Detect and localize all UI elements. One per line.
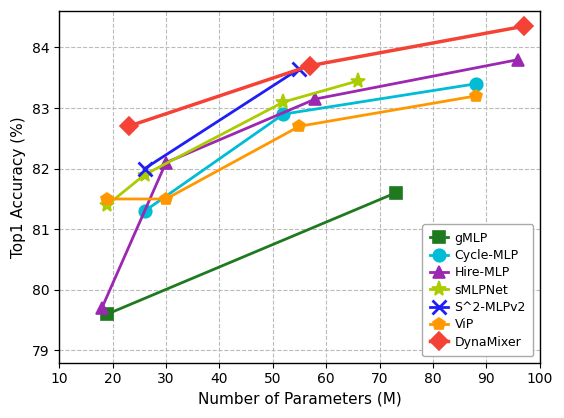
Line: sMLPNet: sMLPNet xyxy=(100,73,366,213)
sMLPNet xyxy=(355,78,362,83)
Hire-MLP xyxy=(515,57,522,62)
Line: ViP: ViP xyxy=(101,90,482,205)
S^2-MLPv2 xyxy=(141,166,148,171)
X-axis label: Number of Parameters (M): Number of Parameters (M) xyxy=(197,392,402,407)
Legend: gMLP, Cycle-MLP, Hire-MLP, sMLPNet, S^2-MLPv2, ViP, DynaMixer: gMLP, Cycle-MLP, Hire-MLP, sMLPNet, S^2-… xyxy=(422,224,534,357)
ViP xyxy=(104,196,111,201)
DynaMixer xyxy=(307,63,314,68)
ViP xyxy=(162,196,169,201)
Line: S^2-MLPv2: S^2-MLPv2 xyxy=(138,62,306,176)
gMLP xyxy=(104,312,111,317)
Line: gMLP: gMLP xyxy=(102,187,401,320)
DynaMixer xyxy=(521,24,527,29)
sMLPNet xyxy=(141,172,148,177)
Line: DynaMixer: DynaMixer xyxy=(122,20,530,133)
Cycle-MLP xyxy=(141,209,148,214)
sMLPNet xyxy=(104,203,111,208)
S^2-MLPv2 xyxy=(296,66,303,71)
DynaMixer xyxy=(125,124,132,129)
ViP xyxy=(472,94,479,99)
Hire-MLP xyxy=(99,306,105,311)
sMLPNet xyxy=(280,99,287,104)
Hire-MLP xyxy=(312,97,319,102)
Line: Cycle-MLP: Cycle-MLP xyxy=(138,78,482,217)
Cycle-MLP xyxy=(280,112,287,117)
Cycle-MLP xyxy=(472,82,479,87)
gMLP xyxy=(392,191,399,196)
ViP xyxy=(296,124,303,129)
Hire-MLP xyxy=(162,160,169,165)
Y-axis label: Top1 Accuracy (%): Top1 Accuracy (%) xyxy=(11,116,26,257)
Line: Hire-MLP: Hire-MLP xyxy=(96,54,525,314)
